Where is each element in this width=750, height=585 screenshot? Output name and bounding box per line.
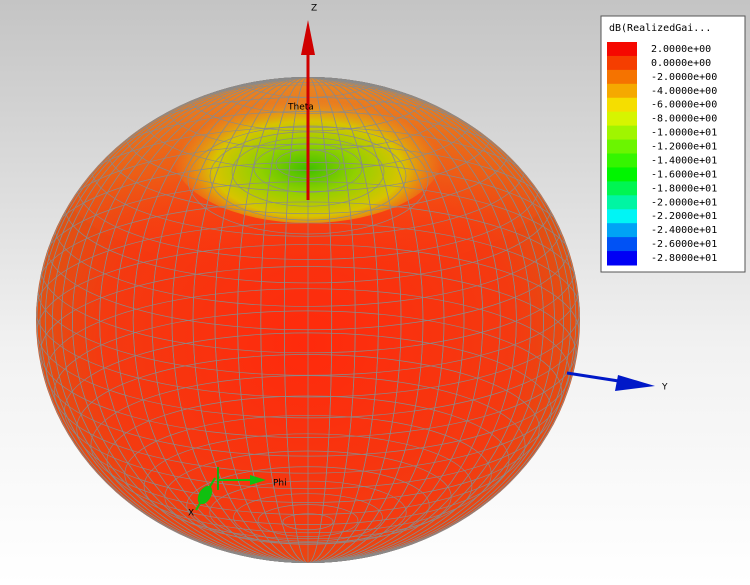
parallel <box>90 375 526 515</box>
legend-label: -1.6000e+01 <box>651 169 717 180</box>
parallel <box>106 395 510 525</box>
legend-label: -2.4000e+01 <box>651 225 717 236</box>
parallel <box>233 493 383 542</box>
legend-label: 0.0000e+00 <box>651 58 711 69</box>
parallel <box>124 415 492 534</box>
phi-label: Phi <box>273 479 287 489</box>
legend-label: -4.0000e+00 <box>651 86 717 97</box>
color-band <box>607 209 637 224</box>
color-band <box>607 55 637 71</box>
meridian <box>44 77 572 563</box>
y-label: Y <box>661 383 668 393</box>
parallel <box>282 513 334 531</box>
meridian <box>151 77 465 563</box>
parallel <box>143 433 473 540</box>
meridian <box>72 77 544 563</box>
color-band <box>607 42 637 57</box>
y-arrow <box>615 375 655 391</box>
x-arrow <box>197 485 213 505</box>
meridian <box>52 77 564 563</box>
theta-label: Theta <box>287 103 314 113</box>
legend-label: 2.0000e+00 <box>651 44 711 55</box>
color-band <box>607 195 637 210</box>
parallel <box>76 354 540 503</box>
parallel <box>164 450 452 543</box>
color-band <box>607 167 637 182</box>
color-band <box>607 153 637 168</box>
legend-label: -2.8000e+01 <box>651 253 717 264</box>
legend-label: -2.0000e+00 <box>651 72 717 83</box>
z-label: Z <box>311 4 317 14</box>
meridian <box>36 77 580 563</box>
meridian <box>171 77 445 563</box>
parallel <box>54 310 562 474</box>
parallel <box>209 480 407 545</box>
z-arrow <box>301 20 315 55</box>
meridian <box>132 77 484 563</box>
meridian <box>115 77 501 563</box>
legend-label: -1.2000e+01 <box>651 142 717 153</box>
meridian <box>61 77 555 563</box>
color-band <box>607 83 637 99</box>
color-band <box>607 111 637 127</box>
legend: dB(RealizedGai... 2.0000e+00 0.0000e+00 -2… <box>600 15 746 273</box>
meridian <box>283 77 333 563</box>
parallel <box>36 244 580 419</box>
legend-label: -8.0000e+00 <box>651 114 717 125</box>
meridian <box>237 77 379 563</box>
color-band <box>607 223 637 238</box>
radiation-pattern <box>36 77 580 563</box>
meridian <box>214 77 402 563</box>
color-band <box>607 97 637 113</box>
legend-label: -6.0000e+00 <box>651 100 717 111</box>
legend-label: -1.4000e+01 <box>651 155 717 166</box>
meridian <box>39 77 577 563</box>
parallel <box>40 266 576 438</box>
meridian <box>260 77 356 563</box>
mesh <box>36 77 580 563</box>
color-band <box>607 139 637 154</box>
legend-label: -1.8000e+01 <box>651 183 717 194</box>
y-axis <box>566 371 626 384</box>
legend-label: -2.2000e+01 <box>651 211 717 222</box>
parallel <box>64 332 552 490</box>
legend-title: dB(RealizedGai... <box>609 23 711 34</box>
color-band <box>607 125 637 141</box>
color-bar: 2.0000e+00 0.0000e+00 -2.0000e+00 -4.0000e+… <box>607 42 717 266</box>
parallel <box>36 222 580 398</box>
parallel <box>186 466 430 545</box>
color-band <box>607 181 637 196</box>
meridian <box>84 77 532 563</box>
legend-label: -1.0000e+01 <box>651 128 717 139</box>
color-band <box>607 237 637 252</box>
color-band <box>607 251 637 266</box>
x-label: X <box>188 509 194 519</box>
meridian <box>99 77 517 563</box>
legend-label: -2.6000e+01 <box>651 239 717 250</box>
parallel <box>257 504 359 537</box>
color-band <box>607 69 637 85</box>
phi-arrow <box>250 475 266 485</box>
legend-label: -2.0000e+01 <box>651 197 717 208</box>
